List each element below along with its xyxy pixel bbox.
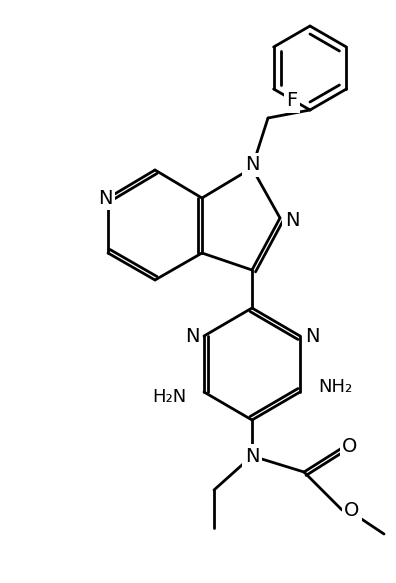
Text: F: F xyxy=(286,92,297,111)
Text: N: N xyxy=(245,156,259,174)
Text: H₂N: H₂N xyxy=(152,388,186,406)
Text: O: O xyxy=(344,500,360,519)
Text: N: N xyxy=(305,326,319,346)
Text: O: O xyxy=(342,437,358,455)
Text: N: N xyxy=(185,326,199,346)
Text: N: N xyxy=(98,188,112,208)
Text: NH₂: NH₂ xyxy=(318,378,352,396)
Text: N: N xyxy=(245,447,259,465)
Text: N: N xyxy=(285,212,299,230)
